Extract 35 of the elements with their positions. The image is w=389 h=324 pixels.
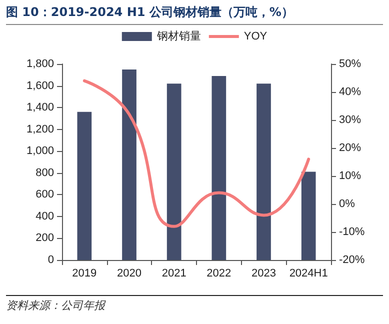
- text: 资料来源：公司年报: [6, 295, 383, 313]
- legend-label: YOY: [244, 30, 268, 42]
- y-tick-label: 0: [48, 254, 54, 266]
- y2-tick-label: 30%: [339, 114, 362, 126]
- y-tick-label: 1,200: [26, 123, 54, 136]
- x-tick-label: 2024H1: [289, 268, 328, 280]
- bar: [256, 84, 271, 260]
- y2-tick-label: 20%: [339, 142, 362, 154]
- chart-title: 图 10：2019-2024 H1 公司钢材销量（万吨，%）: [6, 4, 383, 25]
- x-tick-label: 2019: [72, 268, 97, 280]
- y-tick-label: 400: [36, 210, 54, 222]
- y2-tick-label: -10%: [339, 226, 365, 238]
- y2-tick-label: -20%: [339, 254, 365, 266]
- y2-tick-label: 0%: [339, 198, 356, 210]
- y-tick-label: 1,400: [26, 102, 54, 114]
- x-tick-label: 2022: [206, 268, 232, 280]
- line-series: [82, 79, 310, 228]
- bar: [166, 84, 182, 260]
- y-tick-label: 1,600: [26, 80, 54, 92]
- legend-label: 钢材销量: [156, 30, 201, 42]
- bar: [122, 69, 136, 260]
- y-tick-label: 1,000: [26, 145, 54, 158]
- y-tick-label: 1,800: [26, 58, 54, 70]
- x-tick-label: 2021: [162, 268, 186, 280]
- y2-tick-label: 50%: [339, 58, 362, 70]
- bar: [212, 76, 226, 260]
- bar: [301, 172, 316, 260]
- x-tick-label: 2020: [117, 268, 142, 280]
- y-tick-label: 600: [36, 188, 54, 201]
- bar: [77, 112, 92, 260]
- y2-tick-label: 10%: [339, 170, 362, 182]
- y-tick-label: 800: [36, 166, 54, 179]
- y-tick-label: 200: [36, 232, 54, 244]
- x-tick-label: 2023: [252, 268, 276, 280]
- y2-tick-label: 40%: [339, 86, 362, 98]
